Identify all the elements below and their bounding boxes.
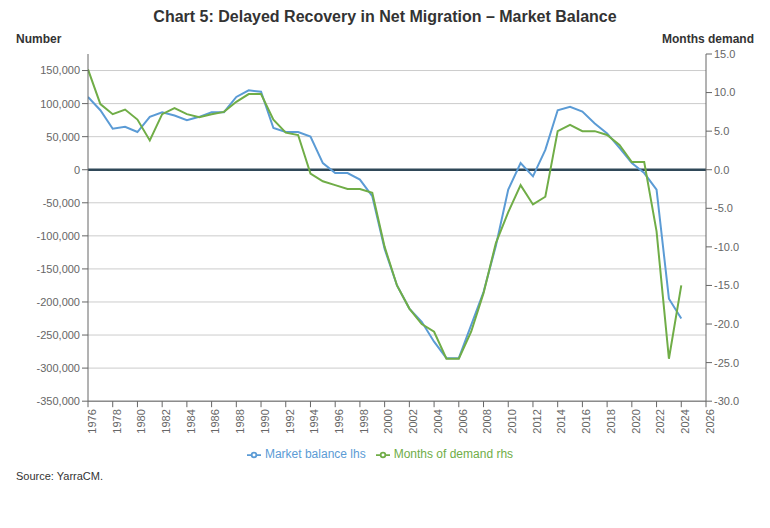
svg-text:2024: 2024 (679, 409, 691, 433)
svg-text:-300,000: -300,000 (37, 362, 80, 374)
html-text:Market balance lhs: Market balance lhs (264, 447, 366, 462)
svg-text:1998: 1998 (358, 409, 370, 433)
svg-text:-10.0: -10.0 (714, 241, 739, 253)
svg-text:1976: 1976 (86, 409, 98, 433)
svg-text:-350,000: -350,000 (37, 395, 80, 407)
svg-text:5.0: 5.0 (714, 125, 729, 137)
svg-text:1986: 1986 (209, 409, 221, 433)
html-text:Number: Number (16, 32, 62, 46)
html-text:Months demand: Months demand (662, 32, 754, 46)
svg-text:2008: 2008 (481, 409, 493, 433)
svg-text:-100,000: -100,000 (37, 230, 80, 242)
svg-text:2010: 2010 (506, 409, 518, 433)
svg-text:-20.0: -20.0 (714, 318, 739, 330)
html-text:Chart 5: Delayed Recovery in N: Chart 5: Delayed Recovery in Net Migrati… (153, 8, 617, 25)
html-text:Months of demand rhs: Months of demand rhs (393, 447, 514, 462)
svg-text:-30.0: -30.0 (714, 395, 739, 407)
svg-text:2006: 2006 (457, 409, 469, 433)
svg-text:2014: 2014 (555, 409, 567, 433)
svg-text:-5.0: -5.0 (714, 202, 733, 214)
svg-text:-15.0: -15.0 (714, 279, 739, 291)
svg-text:10.0: 10.0 (714, 86, 735, 98)
svg-text:-250,000: -250,000 (37, 329, 80, 341)
svg-text:-25.0: -25.0 (714, 357, 739, 369)
svg-text:2020: 2020 (630, 409, 642, 433)
svg-text:15.0: 15.0 (714, 48, 735, 60)
svg-text:1994: 1994 (308, 409, 320, 433)
svg-text:2022: 2022 (654, 409, 666, 433)
svg-text:1982: 1982 (160, 409, 172, 433)
svg-text:-50,000: -50,000 (43, 197, 80, 209)
svg-text:2018: 2018 (605, 409, 617, 433)
svg-text:2026: 2026 (704, 409, 716, 433)
svg-text:2002: 2002 (407, 409, 419, 433)
svg-text:1984: 1984 (185, 409, 197, 433)
svg-text:1992: 1992 (284, 409, 296, 433)
svg-text:2004: 2004 (432, 409, 444, 433)
svg-text:1988: 1988 (234, 409, 246, 433)
svg-text:1990: 1990 (259, 409, 271, 433)
svg-text:0.0: 0.0 (714, 164, 729, 176)
svg-text:1978: 1978 (111, 409, 123, 433)
svg-text:-200,000: -200,000 (37, 296, 80, 308)
html-text:Source: YarraCM.: Source: YarraCM. (16, 470, 103, 482)
svg-text:1980: 1980 (135, 409, 147, 433)
svg-text:0: 0 (74, 164, 80, 176)
svg-text:1996: 1996 (333, 409, 345, 433)
svg-text:2016: 2016 (580, 409, 592, 433)
svg-text:-150,000: -150,000 (37, 263, 80, 275)
svg-text:50,000: 50,000 (46, 131, 80, 143)
svg-text:100,000: 100,000 (40, 98, 80, 110)
svg-text:150,000: 150,000 (40, 64, 80, 76)
svg-text:2012: 2012 (531, 409, 543, 433)
svg-text:2000: 2000 (382, 409, 394, 433)
